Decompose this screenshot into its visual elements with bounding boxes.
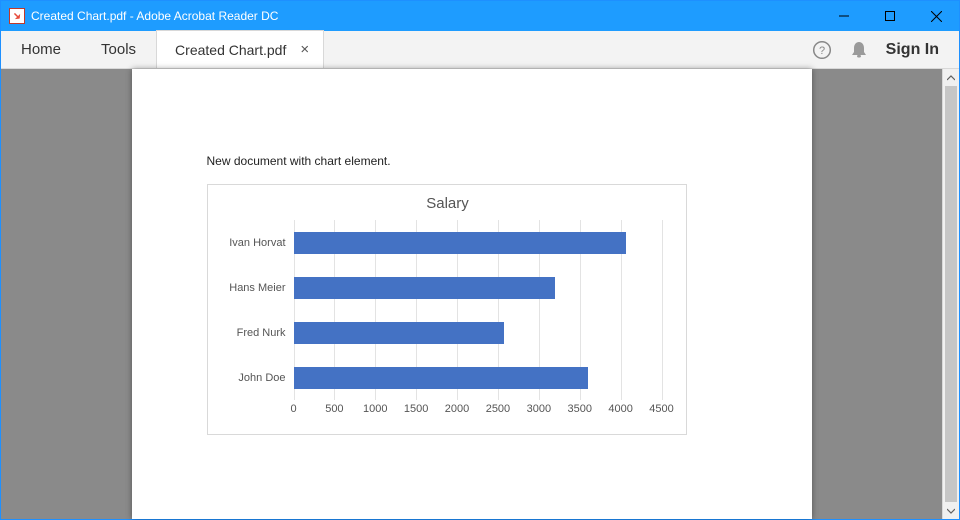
chart-x-tick: 3500: [567, 403, 591, 415]
chart-title: Salary: [226, 195, 670, 212]
scroll-up-arrow-icon[interactable]: [943, 69, 959, 86]
chart-x-tick: 1500: [404, 403, 428, 415]
toolbar: Home Tools Created Chart.pdf × ? Sign In: [1, 31, 959, 69]
app-window: Created Chart.pdf - Adobe Acrobat Reader…: [0, 0, 960, 520]
chart-bar: [294, 232, 627, 254]
maximize-button[interactable]: [867, 1, 913, 31]
chart-y-label: Hans Meier: [226, 282, 286, 294]
scroll-down-arrow-icon[interactable]: [943, 502, 959, 519]
home-nav[interactable]: Home: [1, 31, 81, 68]
svg-text:?: ?: [819, 45, 825, 57]
chart-x-tick: 4000: [608, 403, 632, 415]
chart-x-tick: 2500: [486, 403, 510, 415]
window-title: Created Chart.pdf - Adobe Acrobat Reader…: [31, 9, 821, 23]
chart-bar: [294, 367, 588, 389]
chart-x-tick: 2000: [445, 403, 469, 415]
tab-close-icon[interactable]: ×: [300, 42, 309, 57]
document-tabs: Created Chart.pdf ×: [156, 31, 792, 68]
viewport-center[interactable]: New document with chart element. Salary …: [1, 69, 942, 519]
document-tab-active[interactable]: Created Chart.pdf ×: [156, 30, 324, 68]
chart-gridline: [662, 220, 663, 400]
acrobat-app-icon: [9, 8, 25, 24]
chart-plot-area: Ivan Horvat Hans Meier Fred Nurk John Doe: [226, 220, 670, 400]
chart-x-tick: 1000: [363, 403, 387, 415]
chart-x-tick: 500: [325, 403, 343, 415]
chart-y-label: Ivan Horvat: [226, 237, 286, 249]
toolbar-right: ? Sign In: [792, 31, 959, 68]
page-caption: New document with chart element.: [207, 154, 747, 168]
scroll-track[interactable]: [943, 86, 959, 502]
title-bar: Created Chart.pdf - Adobe Acrobat Reader…: [1, 1, 959, 31]
chart-bar: [294, 322, 505, 344]
tools-nav[interactable]: Tools: [81, 31, 156, 68]
chart-bar: [294, 277, 556, 299]
scroll-thumb[interactable]: [945, 86, 957, 502]
chart-y-label: John Doe: [226, 372, 286, 384]
chart-y-labels: Ivan Horvat Hans Meier Fred Nurk John Doe: [226, 220, 290, 400]
chart-x-tick: 3000: [527, 403, 551, 415]
help-icon[interactable]: ?: [812, 40, 832, 60]
close-button[interactable]: [913, 1, 959, 31]
document-viewport: New document with chart element. Salary …: [1, 69, 959, 519]
sign-in-button[interactable]: Sign In: [886, 41, 939, 59]
minimize-button[interactable]: [821, 1, 867, 31]
chart-x-axis: 050010001500200025003000350040004500: [294, 400, 662, 420]
document-tab-label: Created Chart.pdf: [175, 42, 286, 58]
chart-plot-inner: [294, 220, 662, 400]
chart-x-tick: 0: [290, 403, 296, 415]
chart-y-label: Fred Nurk: [226, 327, 286, 339]
notifications-bell-icon[interactable]: [850, 40, 868, 60]
pdf-page: New document with chart element. Salary …: [132, 69, 812, 519]
vertical-scrollbar[interactable]: [942, 69, 959, 519]
chart-x-tick: 4500: [649, 403, 673, 415]
page-content: New document with chart element. Salary …: [207, 154, 747, 435]
salary-chart: Salary Ivan Horvat Hans Meier Fred Nurk Joh…: [207, 184, 687, 435]
